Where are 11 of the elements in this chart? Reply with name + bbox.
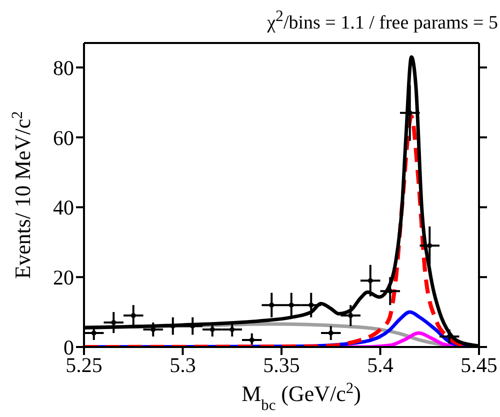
x-axis-title: M$_{bc}$ (GeV/c$^{2}$) xyxy=(242,380,361,414)
chart-title: χ$^{2}$/bins = 1.1 / free params = 5 xyxy=(266,8,498,34)
x-tick-label: 5.3 xyxy=(170,352,196,377)
y-tick-label: 60 xyxy=(53,126,74,150)
x-tick-label: 5.35 xyxy=(263,352,300,377)
y-tick-label: 80 xyxy=(53,56,74,80)
x-tick-label: 5.4 xyxy=(367,352,394,377)
y-tick-label: 20 xyxy=(53,266,74,290)
y-tick-label: 40 xyxy=(53,196,74,220)
y-tick-label: 0 xyxy=(64,335,74,360)
x-tick-label: 5.45 xyxy=(460,352,498,377)
